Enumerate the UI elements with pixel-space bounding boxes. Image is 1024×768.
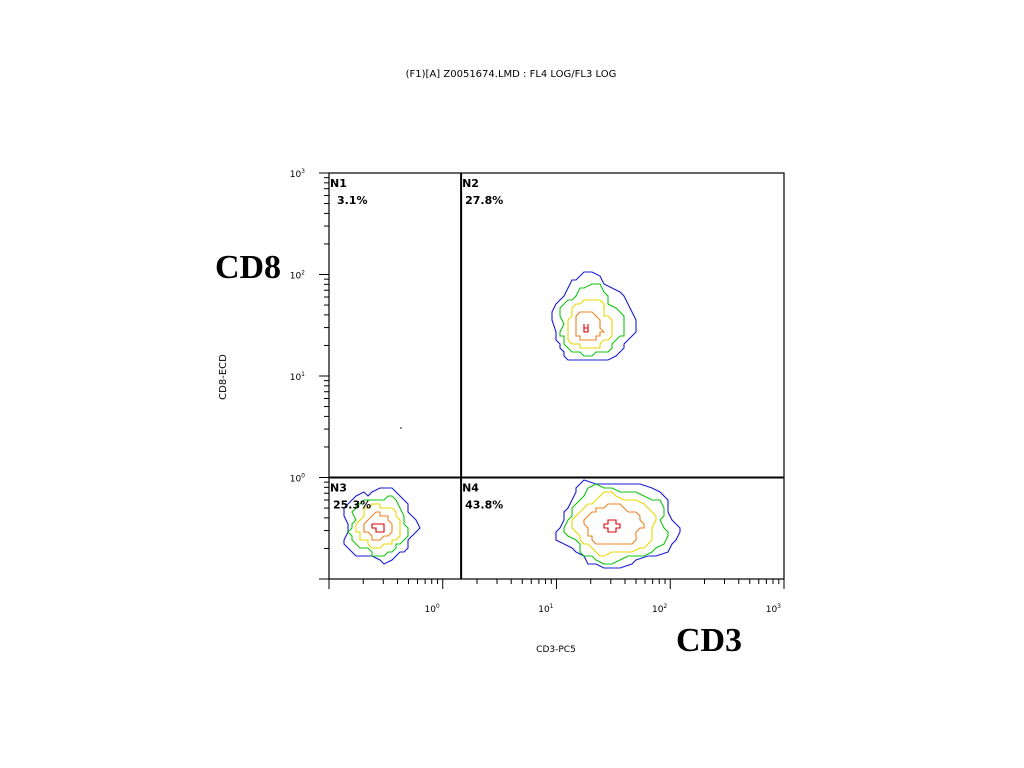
x-tick-label: 103	[766, 603, 781, 615]
plot-frame	[328, 172, 785, 580]
contour-line	[559, 283, 625, 357]
contour-line	[583, 324, 589, 333]
y-tick-label: 101	[290, 371, 305, 383]
contour-line	[555, 479, 681, 569]
contour-layer	[343, 271, 681, 569]
quadrant-gates	[329, 173, 784, 579]
contour-line	[343, 487, 421, 565]
quadrant-percent: 27.8%	[465, 194, 503, 207]
contour-line	[347, 495, 409, 557]
contour-line	[603, 519, 621, 533]
y-tick-label: 103	[290, 168, 305, 180]
quadrant-name: N1	[330, 177, 347, 190]
y-tick-label: 102	[290, 270, 305, 282]
quadrant-percent: 25.3%	[333, 499, 371, 512]
axis-ticks: 100 101 102 103 100 101 102 103	[290, 168, 785, 615]
contour-line	[551, 271, 637, 361]
x-tick-label: 100	[424, 603, 439, 615]
contour-line	[567, 299, 613, 349]
y-marker-label: CD8	[215, 249, 281, 286]
event-dot	[400, 427, 402, 429]
quadrant-name: N2	[462, 177, 479, 190]
contour-line	[363, 511, 393, 541]
contour-line	[563, 483, 669, 565]
x-marker-label: CD3	[676, 622, 742, 659]
contour-line	[571, 491, 657, 557]
y-tick-label: 100	[290, 473, 305, 485]
quadrant-percent: 43.8%	[465, 499, 503, 512]
chart-title: (F1)[A] Z0051674.LMD : FL4 LOG/FL3 LOG	[406, 69, 617, 80]
quadrant-name: N3	[330, 482, 347, 495]
x-axis-label: CD3-PC5	[536, 645, 576, 655]
quadrant-name: N4	[462, 482, 479, 495]
quadrant-percent: 3.1%	[337, 194, 368, 207]
contour-line	[575, 311, 606, 341]
x-tick-label: 102	[652, 603, 667, 615]
contour-line	[583, 503, 645, 545]
contour-line	[371, 523, 385, 533]
contour-line	[355, 503, 401, 549]
y-axis-label: CD8-ECD	[218, 354, 229, 400]
x-tick-label: 101	[538, 603, 553, 615]
quadrant-labels: N1 3.1% N2 27.8% N3 25.3% N4 43.8%	[330, 177, 503, 512]
